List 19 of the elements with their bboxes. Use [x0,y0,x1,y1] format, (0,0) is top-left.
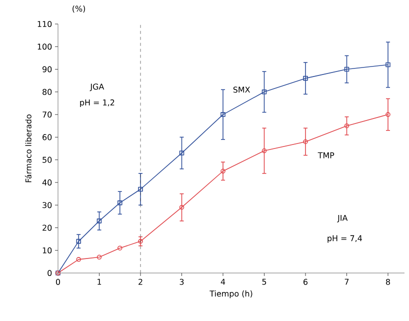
point [220,168,226,174]
point [303,76,308,81]
point [76,238,82,244]
point [117,200,122,206]
point [220,112,226,117]
point [117,246,122,250]
point [303,139,308,144]
point [179,204,184,210]
point [262,90,267,94]
point [138,238,143,244]
point [344,66,350,72]
point [96,218,102,224]
point [96,254,102,260]
point [262,148,267,154]
point [386,62,390,68]
point [138,186,143,192]
point [76,257,82,262]
point [179,150,184,156]
point [344,123,350,128]
